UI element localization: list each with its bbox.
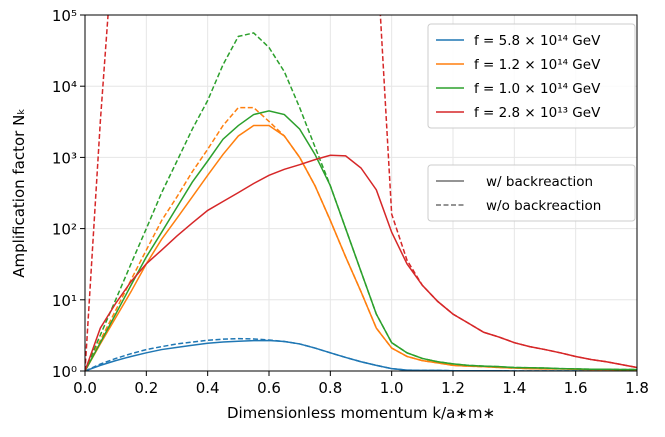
line-without-backreaction xyxy=(85,106,637,371)
y-tick-label: 10⁰ xyxy=(52,363,77,381)
y-tick-label: 10² xyxy=(52,221,77,239)
line-with-backreaction xyxy=(85,339,637,371)
x-tick-label: 1.4 xyxy=(502,379,526,397)
legend-label: f = 1.2 × 10¹⁴ GeV xyxy=(474,57,601,73)
legend-label: w/o backreaction xyxy=(486,198,601,214)
legend-label: f = 1.0 × 10¹⁴ GeV xyxy=(474,81,601,97)
y-tick-label: 10³ xyxy=(52,149,77,167)
ticks: 0.0 0.2 0.4 0.6 0.8 1.0 1.2 1.4 1.6 1.8 10⁰ 10¹ 10² 1… xyxy=(52,7,649,397)
plot-lines xyxy=(85,15,637,371)
x-tick-label: 1.6 xyxy=(564,379,588,397)
line-with-backreaction xyxy=(85,110,637,371)
line-with-backreaction xyxy=(85,154,637,371)
legend-box xyxy=(427,23,636,129)
y-tick-label: 10¹ xyxy=(52,292,77,310)
legend-box xyxy=(427,164,636,222)
y-tick-label: 10⁴ xyxy=(52,78,77,96)
x-tick-label: 0.4 xyxy=(196,379,220,397)
x-tick-label: 0.8 xyxy=(318,379,342,397)
x-tick-label: 0.0 xyxy=(73,379,97,397)
line-without-backreaction xyxy=(85,337,637,371)
legend-label: w/ backreaction xyxy=(486,174,593,190)
legend-label: f = 5.8 × 10¹⁴ GeV xyxy=(474,33,601,49)
x-axis-label: Dimensionless momentum k/a∗m∗ xyxy=(227,404,495,422)
x-tick-label: 1.8 xyxy=(625,379,649,397)
plot-frame xyxy=(84,14,638,372)
x-tick-label: 0.6 xyxy=(257,379,281,397)
y-axis-label: Amplification factor Nₖ xyxy=(10,108,28,277)
x-tick-label: 0.2 xyxy=(134,379,158,397)
legend-label: f = 2.8 × 10¹³ GeV xyxy=(474,105,601,121)
x-tick-label: 1.2 xyxy=(441,379,465,397)
x-tick-label: 1.0 xyxy=(380,379,404,397)
legend: f = 5.8 × 10¹⁴ GeV f = 1.2 × 10¹⁴ GeV f = … xyxy=(427,23,636,222)
line-with-backreaction xyxy=(85,124,637,371)
y-tick-label: 10⁵ xyxy=(52,7,77,25)
